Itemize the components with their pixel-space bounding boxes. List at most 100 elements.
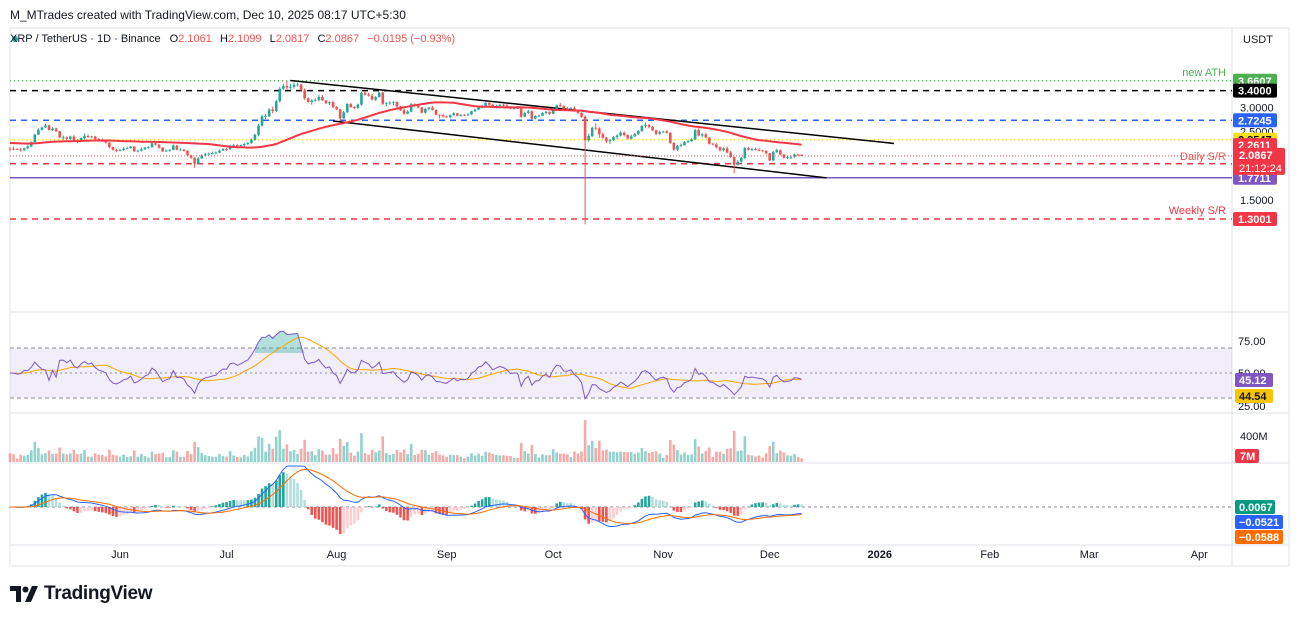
candle-body (246, 142, 250, 145)
macd-histogram-bar (345, 507, 349, 529)
volume-bar (715, 451, 718, 462)
macd-histogram-bar (338, 507, 342, 534)
volume-bar (349, 452, 353, 462)
volume-bar (385, 453, 388, 462)
macd-histogram-bar (434, 507, 438, 514)
macd-histogram-bar (101, 507, 104, 513)
macd-histogram-bar (647, 495, 651, 507)
volume-bar (527, 453, 530, 462)
macd-histogram-bar (161, 506, 164, 508)
macd-histogram-bar (708, 503, 711, 507)
daily-sr-annotation: Daily S/R (1180, 151, 1226, 163)
time-axis-label: Jul (220, 549, 234, 561)
macd-histogram-bar (203, 507, 207, 509)
candle-body (424, 108, 427, 113)
candle-body (356, 104, 360, 108)
macd-histogram-bar (644, 496, 647, 507)
candle-body (537, 115, 541, 117)
candle-body (353, 107, 356, 109)
volume-bar (274, 436, 278, 462)
macd-histogram-bar (214, 505, 218, 507)
candle-body (700, 134, 704, 136)
candle-body (392, 101, 395, 103)
volume-bar (214, 456, 218, 462)
volume-bar (395, 450, 399, 462)
macd-histogram-bar (246, 500, 250, 507)
candle-body (274, 101, 278, 111)
volume-bar (321, 450, 324, 462)
candle-body (65, 137, 69, 140)
volume-bar (90, 456, 93, 462)
volume-bar (654, 451, 658, 462)
volume-bar (523, 451, 527, 462)
volume-bar (356, 451, 360, 462)
volume-bar (399, 452, 402, 462)
price-level-badge (1233, 212, 1277, 227)
candle-body (51, 128, 54, 131)
candle-body (722, 148, 725, 151)
volume-bar (456, 455, 459, 462)
volume-bar (367, 454, 370, 462)
volume-bar (264, 451, 267, 462)
macd-histogram-bar (740, 507, 743, 515)
volume-bar (345, 442, 349, 462)
volume-bar (700, 453, 704, 462)
macd-histogram-bar (97, 507, 101, 512)
candle-body (558, 105, 562, 107)
legend-symbol[interactable]: XRP / TetherUS · 1D · Binance (10, 33, 161, 45)
candle-body (736, 161, 740, 165)
candle-body (125, 148, 129, 149)
volume-bar (86, 456, 90, 462)
volume-bar (69, 453, 72, 462)
volume-bar (786, 455, 789, 462)
candle-body (676, 145, 679, 150)
volume-bar (51, 453, 54, 462)
candle-body (544, 111, 548, 114)
macd-histogram-bar (399, 507, 402, 518)
macd-histogram-bar (349, 507, 353, 526)
macd-histogram-bar (757, 502, 761, 507)
currency-button[interactable]: USDT (1243, 34, 1273, 46)
candle-body (182, 149, 186, 151)
volume-bar (541, 454, 544, 462)
volume-bar (413, 454, 416, 462)
currency-button-bg[interactable] (1236, 29, 1280, 49)
volume-bar (193, 441, 196, 462)
volume-bar (519, 443, 523, 462)
volume-bar (381, 436, 385, 462)
macd-histogram-bar (583, 507, 587, 520)
footer-brand[interactable]: TradingView (10, 583, 153, 605)
candle-body (743, 148, 747, 158)
time-axis: Jun Jul Aug Sep Oct Nov Dec 2026 Feb Mar Apr (111, 549, 1208, 561)
candle-body (12, 148, 15, 150)
macd-histogram-bar (111, 507, 115, 517)
volume-bar (211, 456, 214, 462)
candle-body (420, 107, 424, 113)
volume-bar (260, 437, 264, 462)
macd-histogram-bar (285, 473, 289, 507)
candle-body (473, 109, 477, 112)
macd-histogram-bar (314, 507, 317, 519)
candle-body (779, 150, 782, 155)
volume-bar (360, 433, 363, 462)
macd-histogram-bar (715, 507, 718, 508)
legend-change: −0.0195 (−0.93%) (367, 33, 455, 45)
macd-histogram-bar (132, 507, 136, 513)
volume-bar (782, 452, 786, 462)
candle-body (15, 148, 19, 150)
candle-body (8, 148, 12, 150)
volume-bar (33, 442, 37, 462)
candle-body (395, 101, 399, 107)
macd-histogram-bar (676, 507, 679, 512)
macd-histogram-bar (172, 505, 175, 507)
volume-bar (111, 454, 115, 462)
macd-histogram-bar (523, 507, 527, 512)
volume-bar (342, 445, 345, 462)
macd-hist-value: 0.0067 (1239, 502, 1273, 514)
candle-body (328, 102, 331, 104)
candle-body (58, 131, 61, 138)
volume-bar (296, 453, 299, 462)
candle-body (253, 134, 257, 140)
macd-histogram-bar (555, 503, 558, 507)
candle-body (164, 150, 168, 152)
